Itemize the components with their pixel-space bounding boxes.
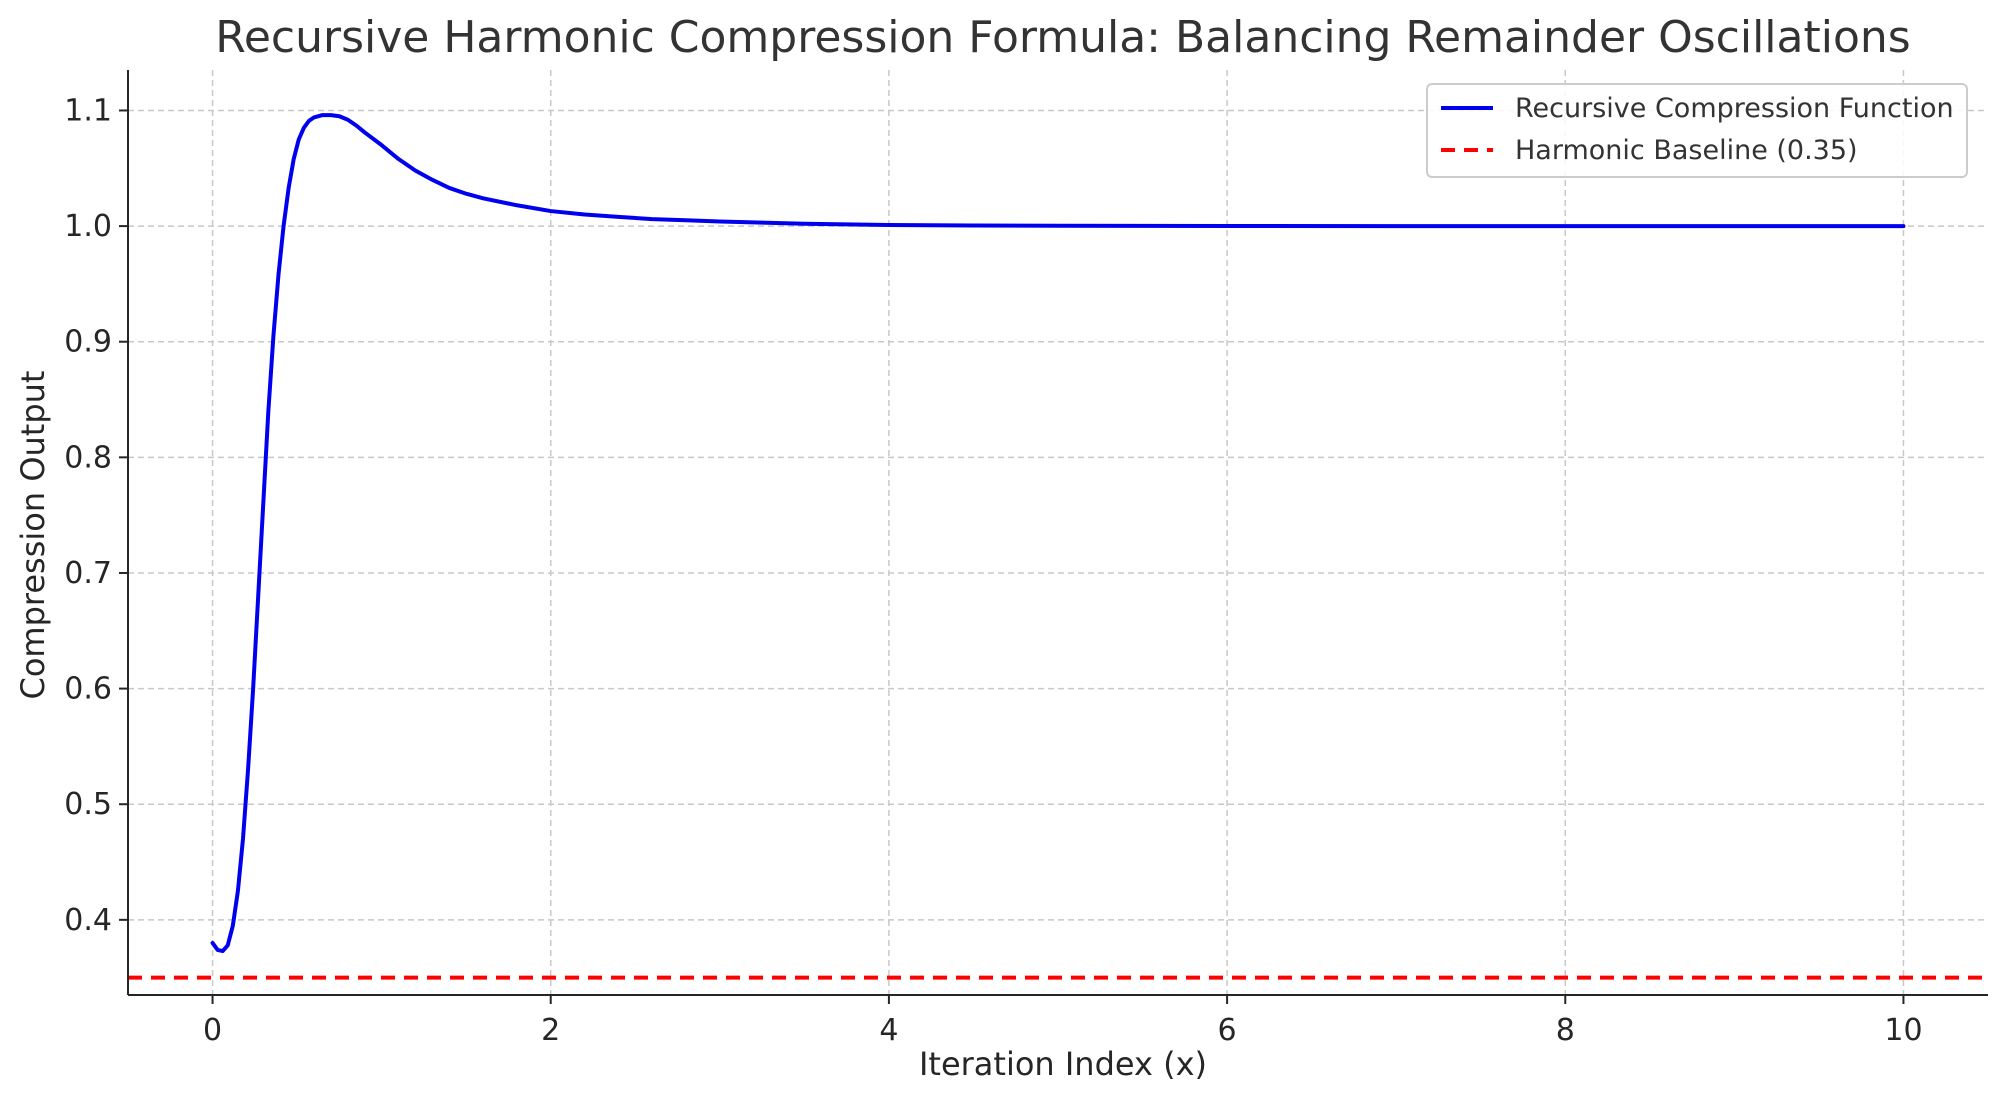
x-tick-label: 2 [541, 1013, 560, 1048]
y-tick-label: 0.4 [64, 903, 112, 938]
legend: Recursive Compression Function Harmonic … [1426, 83, 1968, 178]
series-line-recursive-compression [210, 113, 1906, 954]
x-tick-label: 8 [1556, 1013, 1575, 1048]
y-tick-label: 1.0 [64, 209, 112, 244]
chart-title: Recursive Harmonic Compression Formula: … [215, 12, 1910, 63]
x-ticks: 0 2 4 6 8 10 [203, 995, 1923, 1048]
x-tick-label: 0 [203, 1013, 222, 1048]
x-axis-label: Iteration Index (x) [919, 1045, 1207, 1083]
y-tick-label: 0.8 [64, 440, 112, 475]
legend-label-recursive-compression: Recursive Compression Function [1515, 93, 1954, 124]
grid [128, 70, 1988, 995]
legend-label-harmonic-baseline: Harmonic Baseline (0.35) [1515, 135, 1858, 166]
x-tick-label: 10 [1884, 1013, 1922, 1048]
y-tick-label: 0.7 [64, 556, 112, 591]
x-tick-label: 4 [879, 1013, 898, 1048]
y-tick-label: 0.6 [64, 672, 112, 707]
y-ticks: 0.4 0.5 0.6 0.7 0.8 0.9 1.0 1.1 [64, 93, 128, 938]
x-tick-label: 6 [1218, 1013, 1237, 1048]
axes [127, 70, 1988, 996]
y-tick-label: 1.1 [64, 93, 112, 128]
legend-box [1426, 83, 1968, 178]
y-axis-label: Compression Output [14, 371, 52, 700]
y-tick-label: 0.5 [64, 787, 112, 822]
plot-area [128, 113, 1988, 980]
y-tick-label: 0.9 [64, 325, 112, 360]
